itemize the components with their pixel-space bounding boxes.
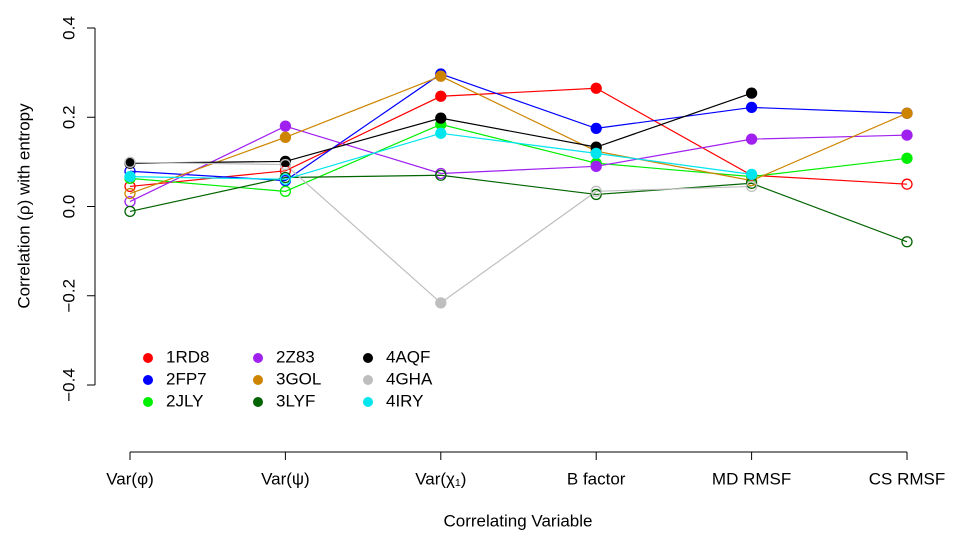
legend-marker <box>143 353 153 363</box>
point <box>745 168 758 181</box>
legend-marker <box>363 397 373 407</box>
point <box>435 127 447 139</box>
series-line <box>129 73 908 182</box>
series-line <box>129 125 908 203</box>
point <box>590 147 602 160</box>
y-axis-title: Correlation (ρ) with entropy <box>14 103 33 309</box>
legend-label: 2Z83 <box>276 347 315 366</box>
point <box>279 155 292 168</box>
x-tick-label: Var(φ) <box>106 469 154 488</box>
x-tick-label: CS RMSF <box>869 469 946 488</box>
x-tick-label: MD RMSF <box>712 469 791 488</box>
point <box>435 112 447 124</box>
series-line <box>129 75 908 195</box>
legend-label: 3LYF <box>276 391 315 410</box>
point <box>435 169 447 181</box>
point <box>590 82 602 94</box>
y-tick-label: 0.0 <box>59 195 78 219</box>
x-tick-label: B factor <box>567 469 626 488</box>
point <box>901 107 913 119</box>
point <box>124 187 136 200</box>
series-line <box>129 174 908 243</box>
series-line <box>129 87 908 188</box>
legend-label: 4IRY <box>386 391 424 410</box>
legend-label: 2FP7 <box>166 369 207 388</box>
x-tick-label: Var(χ₁) <box>415 469 466 488</box>
legend-label: 3GOL <box>276 369 321 388</box>
legend-marker <box>143 375 153 385</box>
point <box>279 185 292 197</box>
point <box>435 70 447 82</box>
legend-marker <box>253 375 263 385</box>
point <box>745 133 758 145</box>
legend-label: 4GHA <box>386 369 433 388</box>
y-tick-label: 0.4 <box>59 16 78 40</box>
point <box>901 236 913 248</box>
legend-label: 1RD8 <box>166 347 209 366</box>
legend-marker <box>143 397 153 407</box>
legend-marker <box>253 353 263 363</box>
point <box>435 297 447 309</box>
point <box>124 170 136 183</box>
legend-marker <box>363 353 373 363</box>
series-line <box>129 123 908 192</box>
x-tick-label: Var(ψ) <box>261 469 310 488</box>
point <box>901 129 913 141</box>
x-axis-title: Correlating Variable <box>444 511 593 530</box>
point <box>745 180 758 193</box>
point <box>279 173 292 185</box>
point <box>279 120 292 132</box>
point <box>590 185 602 197</box>
point <box>279 158 292 171</box>
y-tick-label: −0.4 <box>59 368 78 402</box>
point <box>745 87 758 99</box>
point <box>124 156 136 168</box>
y-tick-label: −0.2 <box>59 279 78 313</box>
series-line <box>129 161 752 304</box>
point <box>745 101 758 114</box>
legend-marker <box>363 375 373 385</box>
point <box>124 205 136 218</box>
legend-label: 2JLY <box>166 391 204 410</box>
point <box>435 90 447 102</box>
point <box>590 122 602 135</box>
y-tick-label: 0.2 <box>59 105 78 129</box>
point <box>590 188 602 201</box>
point <box>279 131 292 143</box>
point <box>901 178 913 190</box>
legend-marker <box>253 397 263 407</box>
legend-label: 4AQF <box>386 347 430 366</box>
point <box>901 152 913 164</box>
point <box>590 160 602 172</box>
